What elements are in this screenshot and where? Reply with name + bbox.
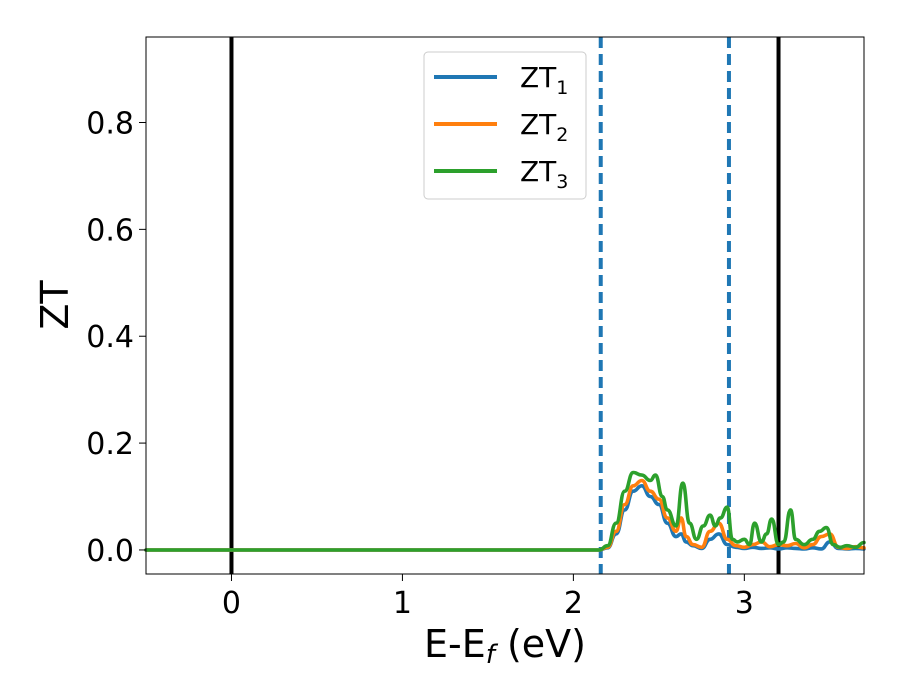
x-axis-title: E-Ef (eV) [424, 622, 586, 670]
y-axis-title: ZT [33, 280, 77, 330]
x-axis-title-unit: (eV) [507, 622, 586, 666]
series-line-1 [144, 484, 866, 552]
y-tick-label: 0.2 [86, 427, 134, 462]
y-tick-label: 0.0 [86, 534, 134, 569]
y-tick-label: 0.8 [86, 106, 134, 141]
x-tick-label: 2 [564, 586, 583, 621]
legend-label-2: ZT2 [520, 108, 568, 146]
y-axis-ticks: 0.0 0.2 0.4 0.6 0.8 [86, 106, 146, 569]
legend-label-1: ZT1 [520, 61, 568, 99]
legend-box [423, 51, 587, 200]
x-tick-label: 1 [393, 586, 412, 621]
series-line-3 [144, 470, 866, 552]
x-tick-label: 3 [735, 586, 754, 621]
series-layer [144, 470, 866, 552]
x-tick-label: 0 [222, 586, 241, 621]
legend: ZT1 ZT2 ZT3 [423, 51, 587, 200]
x-axis-ticks: 0 1 2 3 [222, 574, 754, 621]
reference-lines [229, 37, 781, 574]
x-axis-title-main: E-E [424, 622, 486, 666]
y-tick-label: 0.4 [86, 320, 134, 355]
plot-frame [145, 36, 865, 575]
y-tick-label: 0.6 [86, 213, 134, 248]
legend-label-3: ZT3 [520, 155, 568, 193]
